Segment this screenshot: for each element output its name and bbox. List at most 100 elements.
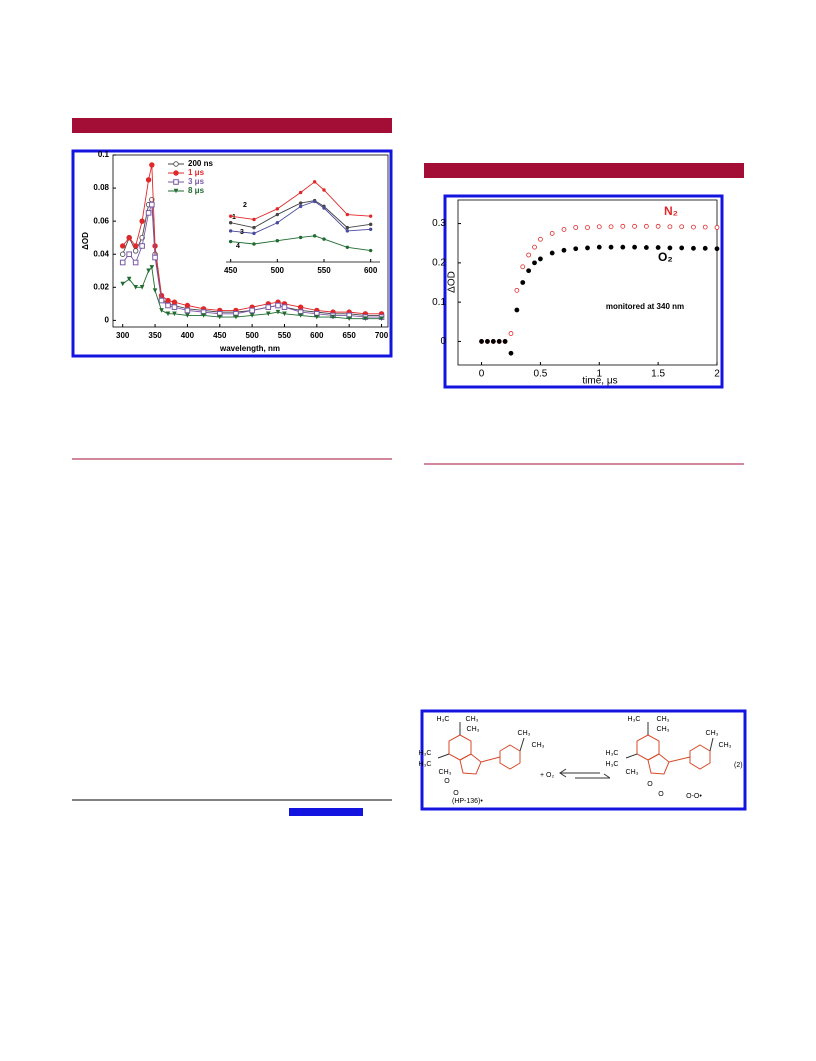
data-point [549,230,555,236]
legend-label: 1 μs [188,168,205,177]
data-point [159,308,164,313]
data-point [596,244,602,250]
data-point [133,285,138,290]
x-tick-label: 1 [596,369,602,380]
data-point [561,227,567,232]
y-tick-label: 0.08 [93,183,109,192]
data-point [632,244,637,250]
data-point [596,224,602,230]
data-point [538,236,543,242]
curve-label: 4 [236,243,240,250]
data-point [322,237,326,241]
data-point [632,223,637,229]
data-point [345,212,350,217]
data-point [691,245,696,251]
data-point [298,204,303,209]
series-line [230,200,371,229]
data-point [485,339,490,344]
data-point [298,313,303,318]
data-point [345,245,350,249]
scheme-frame [420,709,747,811]
data-point [322,206,326,210]
data-point [549,250,555,256]
data-point [275,239,280,243]
atom-label: CH₃ [657,716,670,723]
data-point [322,188,326,192]
atom-label: O [658,791,664,798]
data-point [620,244,626,250]
header-bar [424,163,744,178]
data-point [158,292,165,299]
x-tick-label: 600 [310,331,324,340]
data-point [298,235,303,240]
atom-label: H₃C [628,716,641,723]
series-line [230,181,371,220]
data-point [532,260,537,266]
atom-label: H₃C [419,750,432,757]
x-tick-label: 1.5 [651,369,665,380]
curve-label: 2 [243,202,247,209]
data-point [346,316,352,322]
series-line [122,266,382,320]
data-point [679,245,685,251]
data-point [275,207,280,211]
data-point [119,259,126,266]
data-point [171,304,178,310]
data-point [345,229,350,233]
data-point [573,246,579,252]
data-point [312,180,317,184]
data-point [330,314,336,320]
data-point [228,214,233,218]
data-point [152,254,158,261]
data-point [228,229,233,233]
data-point [585,225,590,230]
equation-number: (2) [734,762,743,769]
data-point [184,307,191,314]
data-point [249,307,255,314]
data-point [249,313,255,318]
x-tick-label: 450 [224,266,238,275]
atom-label: CH₃ [466,716,479,723]
data-point [158,297,165,304]
data-point [275,302,281,309]
data-point [184,302,191,309]
compound-name: (HP-136)• [452,798,483,805]
x-tick-label: 0 [479,369,485,380]
y-tick-label: 0.1 [432,297,446,308]
curve-label: N₂ [664,204,678,218]
data-point [714,246,720,252]
atom-label: CH₃ [657,726,670,733]
data-point [132,259,139,266]
data-point [298,201,303,205]
data-point [479,339,484,344]
x-tick-label: 350 [148,331,162,340]
data-point [265,304,272,310]
data-point [496,339,502,344]
data-point [363,316,368,322]
atom-label: O [444,778,450,785]
data-point [691,224,696,230]
data-point [368,227,373,231]
legend-label: 200 ns [188,159,213,168]
data-point [126,276,132,282]
plot-frame [457,199,718,366]
curve-label: O₂ [658,250,673,264]
data-point [314,314,320,320]
data-point [275,212,280,217]
data-point [514,307,520,313]
data-point [146,268,151,274]
atom-label: H₃C [437,716,450,723]
atom-label: H₃C [419,761,432,768]
data-point [252,231,256,236]
data-point [275,309,281,315]
legend-marker [173,179,179,185]
data-point [667,224,673,230]
data-point [368,222,373,227]
data-point [585,245,590,251]
data-point [152,243,158,249]
legend-label: 8 μs [188,186,205,195]
data-point [502,339,508,344]
data-point [508,350,514,356]
